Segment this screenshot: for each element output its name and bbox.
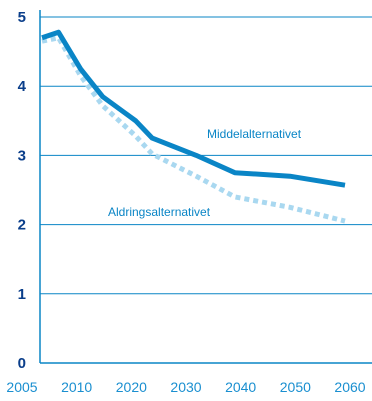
y-tick-label: 2 xyxy=(18,217,26,234)
x-tick-label: 2040 xyxy=(225,379,256,395)
series-line-middelalternativet xyxy=(41,29,346,188)
x-tick-label: 2050 xyxy=(280,379,311,395)
y-tick-label: 5 xyxy=(18,9,26,26)
axes xyxy=(39,10,372,364)
y-tick-label: 1 xyxy=(18,286,26,303)
x-tick-labels: 2005 2010 2020 2030 2040 2050 2060 xyxy=(6,379,365,395)
series xyxy=(41,29,346,224)
x-tick-label: 2005 xyxy=(6,379,37,395)
y-tick-label: 3 xyxy=(18,147,26,164)
x-tick-label: 2030 xyxy=(170,379,201,395)
series-line-aldringsalternativet xyxy=(41,35,346,224)
x-tick-label: 2060 xyxy=(334,379,365,395)
x-tick-label: 2010 xyxy=(61,379,92,395)
y-tick-label: 0 xyxy=(18,355,26,372)
annotation-aldringsalternativet: Aldringsalternativet xyxy=(108,205,211,219)
y-tick-labels: 0 1 2 3 4 5 xyxy=(18,9,27,372)
annotation-middelalternativet: Middelalternativet xyxy=(207,127,302,141)
grid-lines xyxy=(40,16,372,295)
x-tick-label: 2020 xyxy=(116,379,147,395)
y-tick-label: 4 xyxy=(18,78,27,95)
